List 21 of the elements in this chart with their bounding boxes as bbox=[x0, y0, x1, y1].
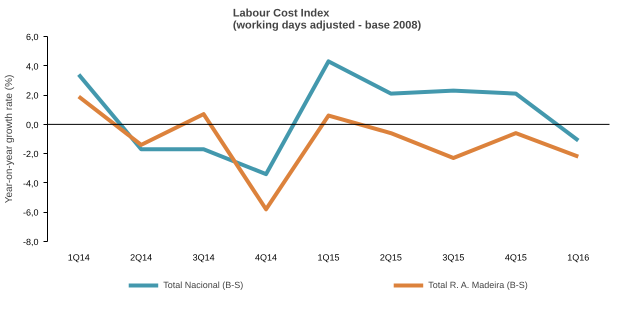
x-tick-label: 2Q14 bbox=[130, 252, 152, 262]
x-tick-label: 1Q14 bbox=[68, 252, 90, 262]
x-tick-label: 1Q16 bbox=[567, 252, 590, 262]
y-tick-label: 2,0 bbox=[26, 90, 39, 101]
legend-label: Total Nacional (B-S) bbox=[163, 280, 244, 290]
y-tick-label: 0,0 bbox=[26, 120, 39, 130]
y-tick-label: 4,0 bbox=[26, 61, 39, 72]
y-tick-label: -2,0 bbox=[22, 149, 39, 160]
y-tick-label: -4,0 bbox=[22, 178, 39, 188]
x-tick-label: 3Q15 bbox=[442, 252, 464, 262]
y-tick-label: -6,0 bbox=[22, 208, 39, 218]
chart-title: Labour Cost Index (working days adjusted - base 2008) bbox=[232, 8, 422, 32]
x-tick-label: 4Q15 bbox=[504, 252, 527, 262]
y-axis-title: Year-on-year growth rate (%) bbox=[4, 74, 15, 204]
legend-label: Total R. A. Madeira (B-S) bbox=[428, 280, 528, 290]
x-tick-label: 4Q14 bbox=[255, 252, 278, 262]
x-tick-label: 3Q14 bbox=[192, 252, 215, 262]
y-tick-label: -8,0 bbox=[22, 237, 39, 247]
x-tick-label: 2Q15 bbox=[380, 252, 402, 262]
x-tick-label: 1Q15 bbox=[317, 252, 340, 262]
y-tick-label: 6,0 bbox=[26, 32, 39, 42]
